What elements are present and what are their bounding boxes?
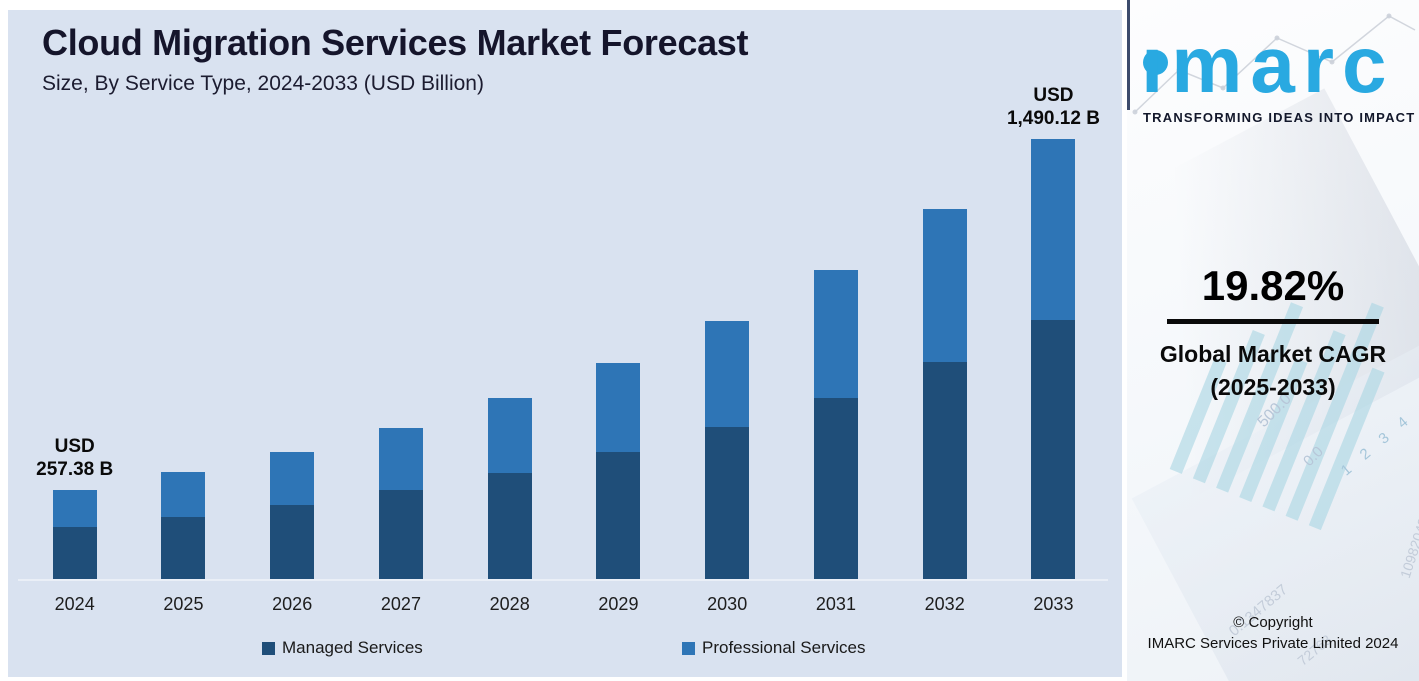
segment-professional-services xyxy=(378,428,423,491)
segment-professional-services xyxy=(52,489,97,527)
segment-professional-services xyxy=(270,452,315,506)
bar-2028 xyxy=(487,397,532,579)
bar-2024 xyxy=(52,489,97,579)
bar-2031 xyxy=(813,270,858,579)
value-label-2024: USD 257.38 B xyxy=(36,435,114,480)
x-axis-label-2033: 2033 xyxy=(1033,594,1074,614)
segment-professional-services xyxy=(487,397,532,474)
segment-professional-services xyxy=(922,209,967,362)
professional-services-swatch-icon xyxy=(682,641,695,655)
legend-label: Professional Services xyxy=(702,638,866,657)
segment-managed-services xyxy=(161,517,206,579)
x-axis-label-2032: 2032 xyxy=(924,594,965,614)
x-axis-label-2028: 2028 xyxy=(489,594,530,614)
bar-2030 xyxy=(705,320,750,579)
brand-sidebar: 500.0 0.0 1 2 3 4 0.1347837 10982048 72768 ım… xyxy=(1127,0,1419,681)
imarc-logo-dot-icon xyxy=(1143,50,1168,75)
cagr-callout: 19.82% Global Market CAGR (2025-2033) xyxy=(1127,262,1419,404)
chart-title: Cloud Migration Services Market Forecast xyxy=(42,22,749,63)
segment-managed-services xyxy=(922,361,967,579)
cagr-label: Global Market CAGR xyxy=(1159,341,1387,367)
x-axis-label-2026: 2026 xyxy=(272,594,313,614)
segment-managed-services xyxy=(487,473,532,579)
cagr-period: (2025-2033) xyxy=(1210,374,1336,400)
segment-managed-services xyxy=(705,426,750,579)
watermark-dark-edge xyxy=(1127,0,1130,110)
bar-2025 xyxy=(161,472,206,579)
legend: Managed Services Professional Services xyxy=(8,638,1122,662)
segment-professional-services xyxy=(813,270,858,398)
x-axis-baseline xyxy=(18,579,1108,581)
watermark-number: 0.0 xyxy=(1300,443,1327,470)
chart-panel: Cloud Migration Services Market Forecast… xyxy=(8,10,1122,677)
legend-item-managed-services: Managed Services xyxy=(262,638,423,658)
legend-label: Managed Services xyxy=(282,638,423,657)
copyright-line1: © Copyright xyxy=(1233,614,1313,631)
copyright-line2: IMARC Services Private Limited 2024 xyxy=(1147,635,1399,652)
x-axis-label-2025: 2025 xyxy=(163,594,204,614)
segment-managed-services xyxy=(813,397,858,579)
copyright: © Copyright IMARC Services Private Limit… xyxy=(1127,612,1419,654)
plot-area: 2024 USD 257.38 B 2025 2026 2027 2028 2029 2030 2… xyxy=(8,10,1122,677)
imarc-tagline: TRANSFORMING IDEAS INTO IMPACT xyxy=(1143,110,1416,125)
value-label-2033: USD 1,490.12 B xyxy=(1006,85,1100,130)
bar-2032 xyxy=(922,209,967,579)
bar-2033 xyxy=(1031,139,1076,579)
managed-services-swatch-icon xyxy=(262,641,275,655)
segment-professional-services xyxy=(161,472,206,518)
segment-managed-services xyxy=(1031,319,1076,579)
segment-professional-services xyxy=(1031,139,1076,320)
cagr-divider xyxy=(1167,319,1379,324)
segment-professional-services xyxy=(705,320,750,427)
chart-subtitle: Size, By Service Type, 2024-2033 (USD Bi… xyxy=(42,72,484,95)
x-axis-label-2024: 2024 xyxy=(54,594,95,614)
watermark-number: 1 2 3 4 xyxy=(1337,409,1417,480)
bar-2027 xyxy=(378,428,423,579)
imarc-logo: ımarc TRANSFORMING IDEAS INTO IMPACT xyxy=(1141,0,1414,140)
bar-2029 xyxy=(596,362,641,579)
segment-managed-services xyxy=(378,490,423,579)
cagr-value: 19.82% xyxy=(1201,262,1345,309)
x-axis-label-2030: 2030 xyxy=(707,594,748,614)
segment-managed-services xyxy=(52,526,97,579)
watermark-number: 10982048 xyxy=(1396,515,1419,581)
segment-managed-services xyxy=(596,451,641,579)
segment-managed-services xyxy=(270,505,315,579)
x-axis-label-2031: 2031 xyxy=(815,594,856,614)
x-axis-label-2029: 2029 xyxy=(598,594,639,614)
x-axis-label-2027: 2027 xyxy=(380,594,421,614)
bar-2026 xyxy=(270,452,315,579)
segment-professional-services xyxy=(596,362,641,452)
legend-item-professional-services: Professional Services xyxy=(682,638,865,658)
imarc-logo-text: ımarc xyxy=(1141,20,1395,109)
